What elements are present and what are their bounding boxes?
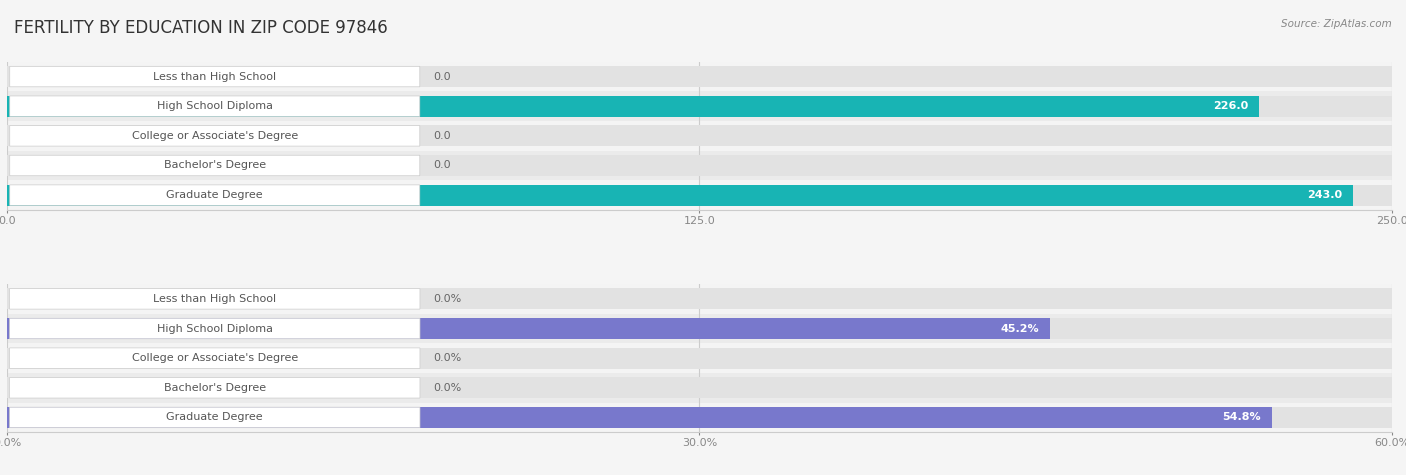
Text: College or Associate's Degree: College or Associate's Degree [132, 131, 298, 141]
Text: 0.0%: 0.0% [433, 353, 461, 363]
FancyBboxPatch shape [10, 125, 420, 146]
Bar [7, 185, 1353, 206]
Text: 0.0%: 0.0% [433, 294, 461, 304]
FancyBboxPatch shape [10, 96, 420, 116]
Text: Source: ZipAtlas.com: Source: ZipAtlas.com [1281, 19, 1392, 29]
Bar [7, 91, 1392, 121]
Bar [7, 378, 1392, 398]
Bar [7, 96, 1258, 116]
Bar [7, 66, 1392, 87]
Text: Less than High School: Less than High School [153, 294, 277, 304]
Text: Less than High School: Less than High School [153, 72, 277, 82]
Text: Bachelor's Degree: Bachelor's Degree [163, 161, 266, 171]
FancyBboxPatch shape [10, 407, 420, 428]
Bar [7, 407, 1272, 428]
Text: 54.8%: 54.8% [1222, 412, 1261, 422]
Bar [7, 318, 1392, 339]
Text: 0.0: 0.0 [433, 161, 451, 171]
Text: Bachelor's Degree: Bachelor's Degree [163, 383, 266, 393]
Text: Graduate Degree: Graduate Degree [166, 412, 263, 422]
Text: 0.0: 0.0 [433, 72, 451, 82]
FancyBboxPatch shape [10, 318, 420, 339]
Bar [7, 96, 1392, 116]
FancyBboxPatch shape [10, 185, 420, 205]
Bar [7, 348, 1392, 369]
Bar [7, 125, 1392, 146]
Text: High School Diploma: High School Diploma [156, 101, 273, 111]
Text: 0.0%: 0.0% [433, 383, 461, 393]
Bar [7, 284, 1392, 314]
Bar [7, 151, 1392, 180]
Bar [7, 185, 1392, 206]
Bar [7, 288, 1392, 309]
FancyBboxPatch shape [10, 348, 420, 369]
Text: Graduate Degree: Graduate Degree [166, 190, 263, 200]
Bar [7, 314, 1392, 343]
Bar [7, 180, 1392, 210]
Bar [7, 373, 1392, 403]
Bar [7, 343, 1392, 373]
FancyBboxPatch shape [10, 378, 420, 398]
Text: 243.0: 243.0 [1308, 190, 1343, 200]
Text: FERTILITY BY EDUCATION IN ZIP CODE 97846: FERTILITY BY EDUCATION IN ZIP CODE 97846 [14, 19, 388, 37]
Bar [7, 62, 1392, 91]
Bar [7, 121, 1392, 151]
Text: 0.0: 0.0 [433, 131, 451, 141]
FancyBboxPatch shape [10, 66, 420, 87]
FancyBboxPatch shape [10, 155, 420, 176]
Bar [7, 407, 1392, 428]
Text: High School Diploma: High School Diploma [156, 323, 273, 333]
Text: 226.0: 226.0 [1212, 101, 1249, 111]
Bar [7, 155, 1392, 176]
Bar [7, 318, 1050, 339]
Text: College or Associate's Degree: College or Associate's Degree [132, 353, 298, 363]
Bar [7, 403, 1392, 432]
Text: 45.2%: 45.2% [1001, 323, 1039, 333]
FancyBboxPatch shape [10, 289, 420, 309]
